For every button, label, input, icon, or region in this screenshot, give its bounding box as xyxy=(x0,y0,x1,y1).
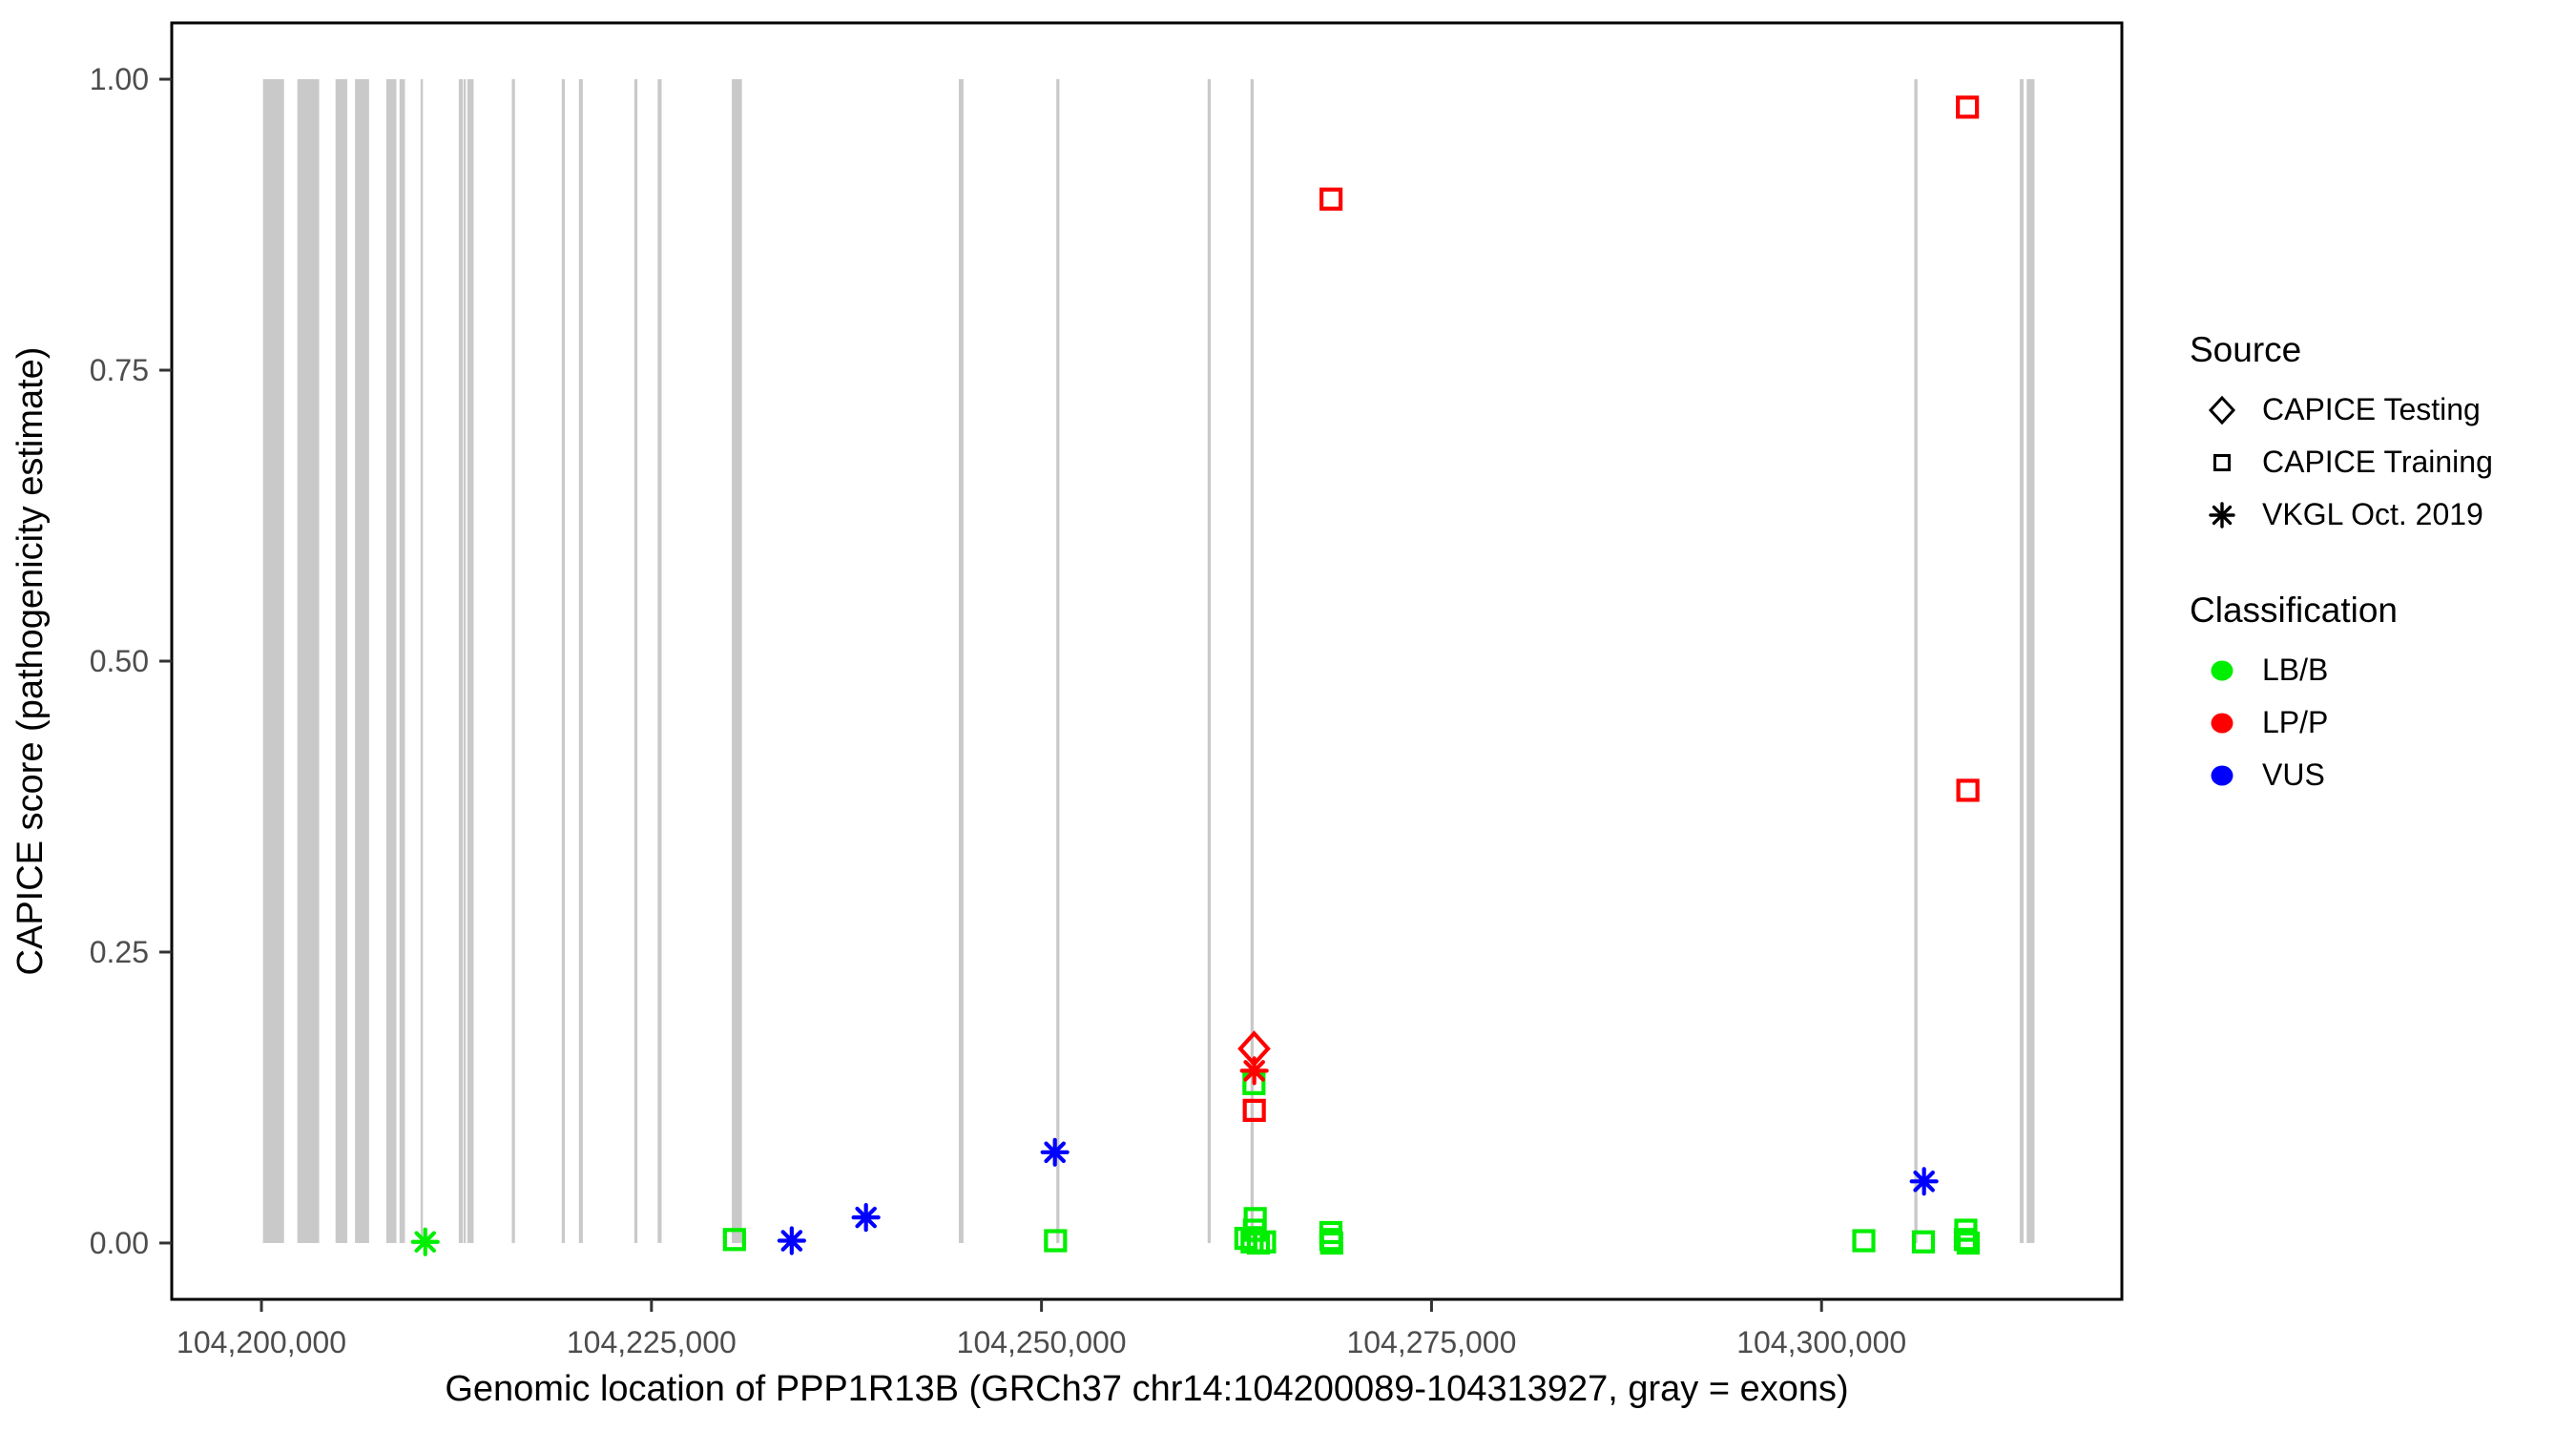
dot-icon xyxy=(2211,765,2233,785)
y-axis-title: CAPICE score (pathogenicity estimate) xyxy=(10,347,51,976)
diamond-icon xyxy=(2208,395,2236,425)
data-point-asterisk xyxy=(1243,1060,1265,1082)
legend-item-vkgl-oct-2019-label: VKGL Oct. 2019 xyxy=(2262,497,2483,531)
data-point-asterisk xyxy=(780,1230,803,1252)
legend-item-capice-training: CAPICE Training xyxy=(2190,436,2493,488)
exon-bar xyxy=(335,79,347,1243)
exon-bar xyxy=(2019,79,2024,1243)
data-point-square xyxy=(1852,1229,1876,1253)
data-point-square xyxy=(1956,1231,1981,1255)
data-point-square xyxy=(1956,95,1980,119)
legend-item-lp-p: LP/P xyxy=(2190,696,2493,749)
legend-item-vus-label: VUS xyxy=(2262,757,2325,792)
x-tick-label: 104,250,000 xyxy=(957,1325,1127,1359)
x-tick-label: 104,225,000 xyxy=(567,1325,737,1359)
y-tick-label: 0.25 xyxy=(90,935,149,969)
exon-bar xyxy=(1207,79,1212,1243)
data-point-square xyxy=(1242,1098,1266,1122)
exon-bar xyxy=(958,79,964,1243)
data-point-square xyxy=(1319,1231,1343,1255)
legend-item-vus: VUS xyxy=(2190,749,2493,801)
legend-classification-title: Classification xyxy=(2190,591,2398,630)
x-tick-label: 104,275,000 xyxy=(1346,1325,1516,1359)
exon-bar xyxy=(458,79,463,1243)
legend-source-items: CAPICE Testing CAPICE Training VKGL Oct. 2… xyxy=(2190,384,2493,541)
y-tick-label: 0.50 xyxy=(90,644,149,678)
data-point-asterisk xyxy=(1913,1171,1935,1192)
data-point-square xyxy=(1911,1230,1936,1254)
exon-bar xyxy=(463,79,467,1243)
data-point-square xyxy=(1319,187,1343,211)
data-point-square xyxy=(1253,1230,1277,1254)
exon-bar xyxy=(578,79,583,1243)
legend-item-capice-testing-label: CAPICE Testing xyxy=(2262,392,2481,426)
legend-item-capice-training-label: CAPICE Training xyxy=(2262,445,2493,479)
dot-icon xyxy=(2211,660,2233,680)
exon-bar xyxy=(420,79,424,1243)
exon-bar xyxy=(1914,79,1918,1243)
data-point-square xyxy=(1953,1228,1978,1252)
data-point-square xyxy=(722,1228,746,1252)
exon-bar xyxy=(732,79,742,1243)
data-point-square xyxy=(1956,778,1980,802)
legend-item-vkgl-oct-2019: VKGL Oct. 2019 xyxy=(2190,488,2493,541)
legend-item-lb-b-label: LB/B xyxy=(2262,653,2329,687)
data-point-asterisk xyxy=(1044,1141,1066,1164)
square-icon xyxy=(2213,453,2231,471)
y-tick-label: 1.00 xyxy=(90,62,149,96)
y-tick-label: 0.00 xyxy=(90,1226,149,1260)
legend-item-lb-b: LB/B xyxy=(2190,644,2493,696)
exon-bar xyxy=(297,79,320,1243)
legend-classification-items: LB/B LP/P VUS xyxy=(2190,644,2493,801)
exon-bar xyxy=(262,79,284,1243)
exon-bar xyxy=(561,79,566,1243)
exon-bar xyxy=(1250,79,1255,1243)
exon-bar xyxy=(657,79,662,1243)
exon-bar xyxy=(634,79,638,1243)
legend-source-title: Source xyxy=(2190,330,2302,369)
x-axis-title: Genomic location of PPP1R13B (GRCh37 chr… xyxy=(445,1369,1848,1409)
data-point-asterisk xyxy=(855,1206,877,1229)
asterisk-icon xyxy=(2209,501,2235,529)
exon-bar xyxy=(467,79,474,1243)
legend-item-capice-testing: CAPICE Testing xyxy=(2190,384,2493,436)
dot-icon xyxy=(2211,713,2233,733)
y-tick-label: 0.75 xyxy=(90,353,149,387)
exon-bar xyxy=(385,79,397,1243)
exon-bar xyxy=(399,79,405,1243)
exon-bar xyxy=(2026,79,2035,1243)
data-point-square xyxy=(1044,1229,1068,1253)
exon-bar xyxy=(1056,79,1060,1243)
legend: Source CAPICE Testing CAPICE Training VKGL… xyxy=(2190,330,2493,801)
panel-background xyxy=(172,23,2122,1299)
data-point-asterisk xyxy=(414,1231,437,1254)
exon-bar xyxy=(511,79,515,1243)
x-tick-label: 104,300,000 xyxy=(1736,1325,1906,1359)
x-tick-label: 104,200,000 xyxy=(177,1325,346,1359)
legend-item-lp-p-label: LP/P xyxy=(2262,705,2329,739)
exon-bar xyxy=(355,79,369,1243)
